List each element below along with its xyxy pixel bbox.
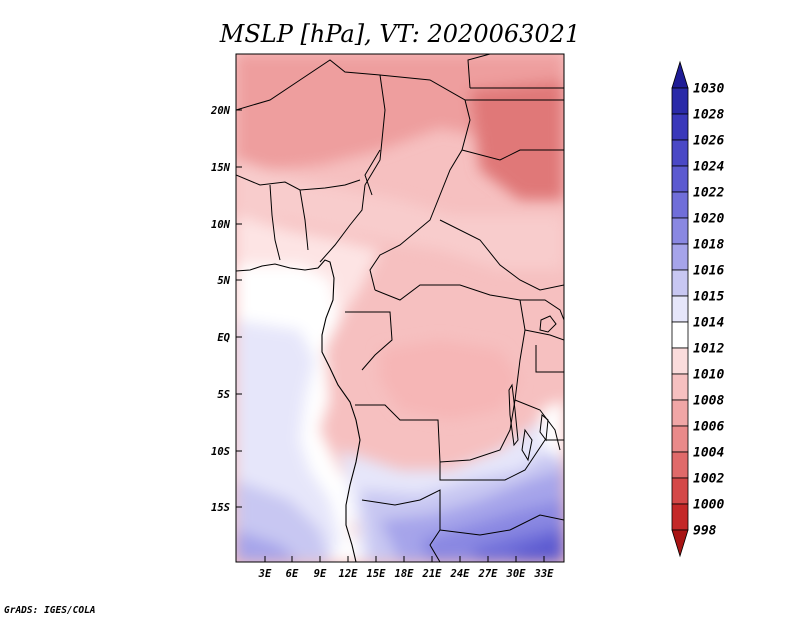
colorbar-label: 1018 [693,238,724,253]
tick-label-10n: 10N [211,219,231,231]
figure-title: MSLP [hPa], VT: 2020063021 [219,20,580,48]
colorbar-label: 1014 [693,316,724,331]
colorbar-label: 1006 [693,420,724,435]
tick-label-21e: 21E [422,568,443,580]
colorbar-bin [671,373,689,401]
lakes [508,315,557,462]
tick-label-15s: 15S [211,502,230,514]
colorbar-label: 1016 [693,264,724,279]
colorbar-label: 1015 [693,290,724,305]
colorbar-bin [671,191,689,219]
tick-label-20n: 20N [210,105,231,117]
tick-label-18e: 18E [395,568,415,580]
tick-label-24e: 24E [450,568,471,580]
colorbar-label: 1012 [693,342,724,357]
tick-label-5n: 5N [217,275,230,287]
colorbar-label: 1008 [693,394,724,409]
tick-label-30e: 30E [506,568,527,580]
pressure-field [236,54,564,562]
colorbar-label: 1026 [693,134,724,149]
colorbar-bin [671,529,689,558]
tick-label-15n: 15N [211,162,231,174]
colorbar-label: 1020 [693,212,724,227]
colorbar-label: 1024 [693,160,724,175]
colorbar-bin [671,139,689,167]
colorbar-label: 1022 [693,186,724,201]
colorbar-label: 998 [693,524,717,539]
colorbar-bin [671,347,689,375]
colorbar-bin [671,60,689,89]
colorbar-bin [671,425,689,453]
colorbar-bin [671,243,689,271]
colorbar-bin [671,451,689,479]
map-frame [235,53,565,563]
colorbar-label: 1000 [693,498,724,513]
colorbar-bin [671,113,689,141]
colorbar-label: 1030 [693,82,724,97]
tick-label-6e: 6E [286,568,299,580]
grads-credit: GrADS: IGES/COLA [4,605,96,616]
colorbar-bin [671,503,689,531]
colorbar-label: 1010 [693,368,724,383]
colorbar-bin [671,217,689,245]
tick-label-12e: 12E [339,568,359,580]
tick-label-15e: 15E [367,568,387,580]
tick-label-3e: 3E [258,568,272,580]
tick-label-eq: EQ [217,332,230,344]
colorbar-bin [671,165,689,193]
colorbar: 1030 1028 1026 1024 1022 1020 1018 1016 1015 1014… [671,60,724,558]
tick-label-27e: 27E [478,568,499,580]
colorbar-bin [671,477,689,505]
colorbar-label: 1002 [693,472,724,487]
colorbar-bin [671,87,689,115]
colorbar-bin [671,295,689,323]
coastline [236,259,361,562]
x-axis: 3E 6E 9E 12E 15E 18E 21E 24E 27E 30E 33E [258,556,554,580]
colorbar-bin [671,321,689,349]
tick-label-10s: 10S [211,446,230,458]
colorbar-bin [671,399,689,427]
colorbar-label: 1004 [693,446,724,461]
tick-label-33e: 33E [534,568,555,580]
tick-label-5s: 5S [217,389,230,401]
colorbar-bin [671,269,689,297]
colorbar-label: 1028 [693,108,724,123]
y-axis: 20N 15N 10N 5N EQ 5S 10S 15S [210,105,242,514]
tick-label-9e: 9E [314,568,327,580]
